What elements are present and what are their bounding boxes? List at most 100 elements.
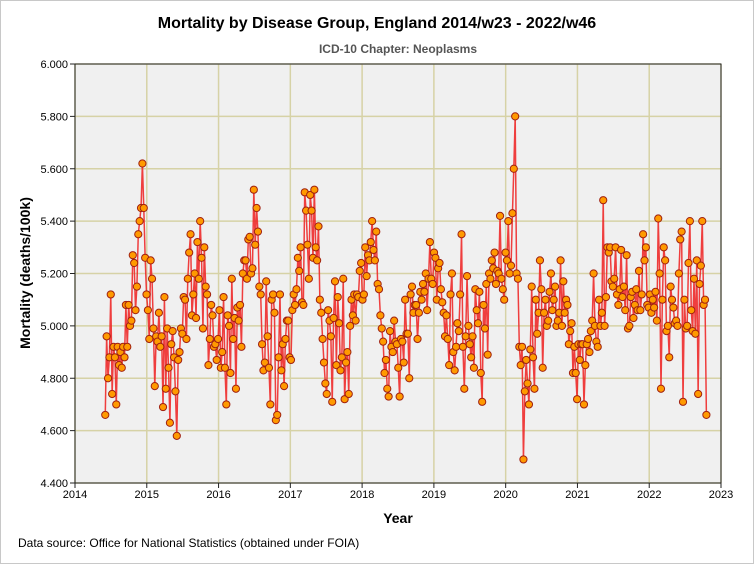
data-point <box>284 316 293 325</box>
data-point <box>293 253 302 262</box>
data-point <box>608 282 617 291</box>
data-point <box>321 379 330 388</box>
data-point <box>621 306 630 315</box>
data-point <box>253 227 263 236</box>
chart-subtitle: ICD-10 Chapter: Neoplasms <box>319 42 477 56</box>
data-point <box>413 334 422 344</box>
data-point <box>171 387 180 396</box>
data-point <box>161 384 170 393</box>
data-point <box>212 355 221 365</box>
data-point <box>535 256 545 265</box>
data-point <box>687 306 696 315</box>
data-point <box>238 269 247 278</box>
data-point <box>344 389 353 399</box>
data-point <box>559 277 568 286</box>
data-point <box>281 334 290 344</box>
data-point <box>504 217 513 226</box>
data-point <box>292 285 301 294</box>
data-point <box>127 316 136 325</box>
data-point <box>641 243 650 252</box>
data-point <box>241 256 250 265</box>
data-point <box>207 300 216 310</box>
data-point <box>560 308 569 317</box>
data-point <box>135 217 144 226</box>
data-point <box>473 319 483 328</box>
data-point <box>380 368 389 378</box>
data-point <box>142 290 151 299</box>
data-point <box>198 324 208 333</box>
data-point <box>696 261 705 270</box>
data-point <box>438 298 447 307</box>
data-point <box>268 290 278 299</box>
data-point <box>665 353 674 362</box>
data-point <box>443 334 452 344</box>
data-point <box>666 282 675 291</box>
data-point <box>193 237 202 247</box>
data-point <box>157 332 166 341</box>
data-point <box>306 190 315 200</box>
data-point <box>322 389 331 399</box>
data-point <box>229 334 238 344</box>
data-point <box>131 306 140 315</box>
data-point <box>650 303 659 312</box>
data-point <box>412 300 421 310</box>
data-point <box>651 287 660 296</box>
data-point <box>483 350 492 359</box>
data-point <box>346 321 355 330</box>
data-point <box>632 285 641 294</box>
data-point <box>379 337 388 346</box>
data-point <box>383 384 392 393</box>
data-point <box>431 253 440 262</box>
data-point <box>453 319 462 328</box>
data-point <box>227 274 236 283</box>
data-point <box>222 400 231 409</box>
data-point <box>636 306 645 315</box>
data-point <box>637 290 646 299</box>
data-point <box>423 306 432 315</box>
data-point <box>403 329 412 338</box>
data-point <box>106 290 115 299</box>
data-point <box>139 203 148 213</box>
data-point <box>528 353 538 362</box>
data-point <box>196 217 205 226</box>
data-point <box>669 303 678 312</box>
data-point <box>340 395 349 404</box>
data-point <box>398 337 407 346</box>
data-point <box>117 363 126 372</box>
data-point <box>394 363 403 372</box>
data-point <box>223 311 232 320</box>
data-point <box>618 292 627 302</box>
data-point <box>390 316 399 325</box>
data-point <box>476 368 485 378</box>
x-tick-label: 2014 <box>63 489 87 501</box>
data-point <box>640 256 649 265</box>
data-point <box>658 295 667 304</box>
data-point <box>172 431 181 440</box>
data-point <box>205 334 214 344</box>
data-point <box>313 256 322 265</box>
data-point <box>174 355 183 365</box>
data-point <box>180 295 190 304</box>
data-point <box>490 248 499 257</box>
data-point <box>191 313 201 323</box>
data-point <box>315 295 324 304</box>
data-point <box>310 185 319 194</box>
data-point <box>498 285 507 294</box>
data-point <box>417 295 426 304</box>
data-point <box>167 340 176 349</box>
data-point <box>446 290 455 299</box>
data-point <box>343 347 352 357</box>
data-point <box>585 347 594 357</box>
data-point <box>368 217 377 226</box>
data-point <box>550 282 560 291</box>
data-point <box>128 251 137 260</box>
data-point <box>467 353 476 362</box>
data-point <box>374 285 384 294</box>
data-point <box>497 274 506 283</box>
x-tick-label: 2023 <box>709 489 733 501</box>
data-point <box>506 261 516 270</box>
data-point <box>683 321 692 330</box>
data-point <box>639 230 648 239</box>
data-point <box>702 410 711 420</box>
